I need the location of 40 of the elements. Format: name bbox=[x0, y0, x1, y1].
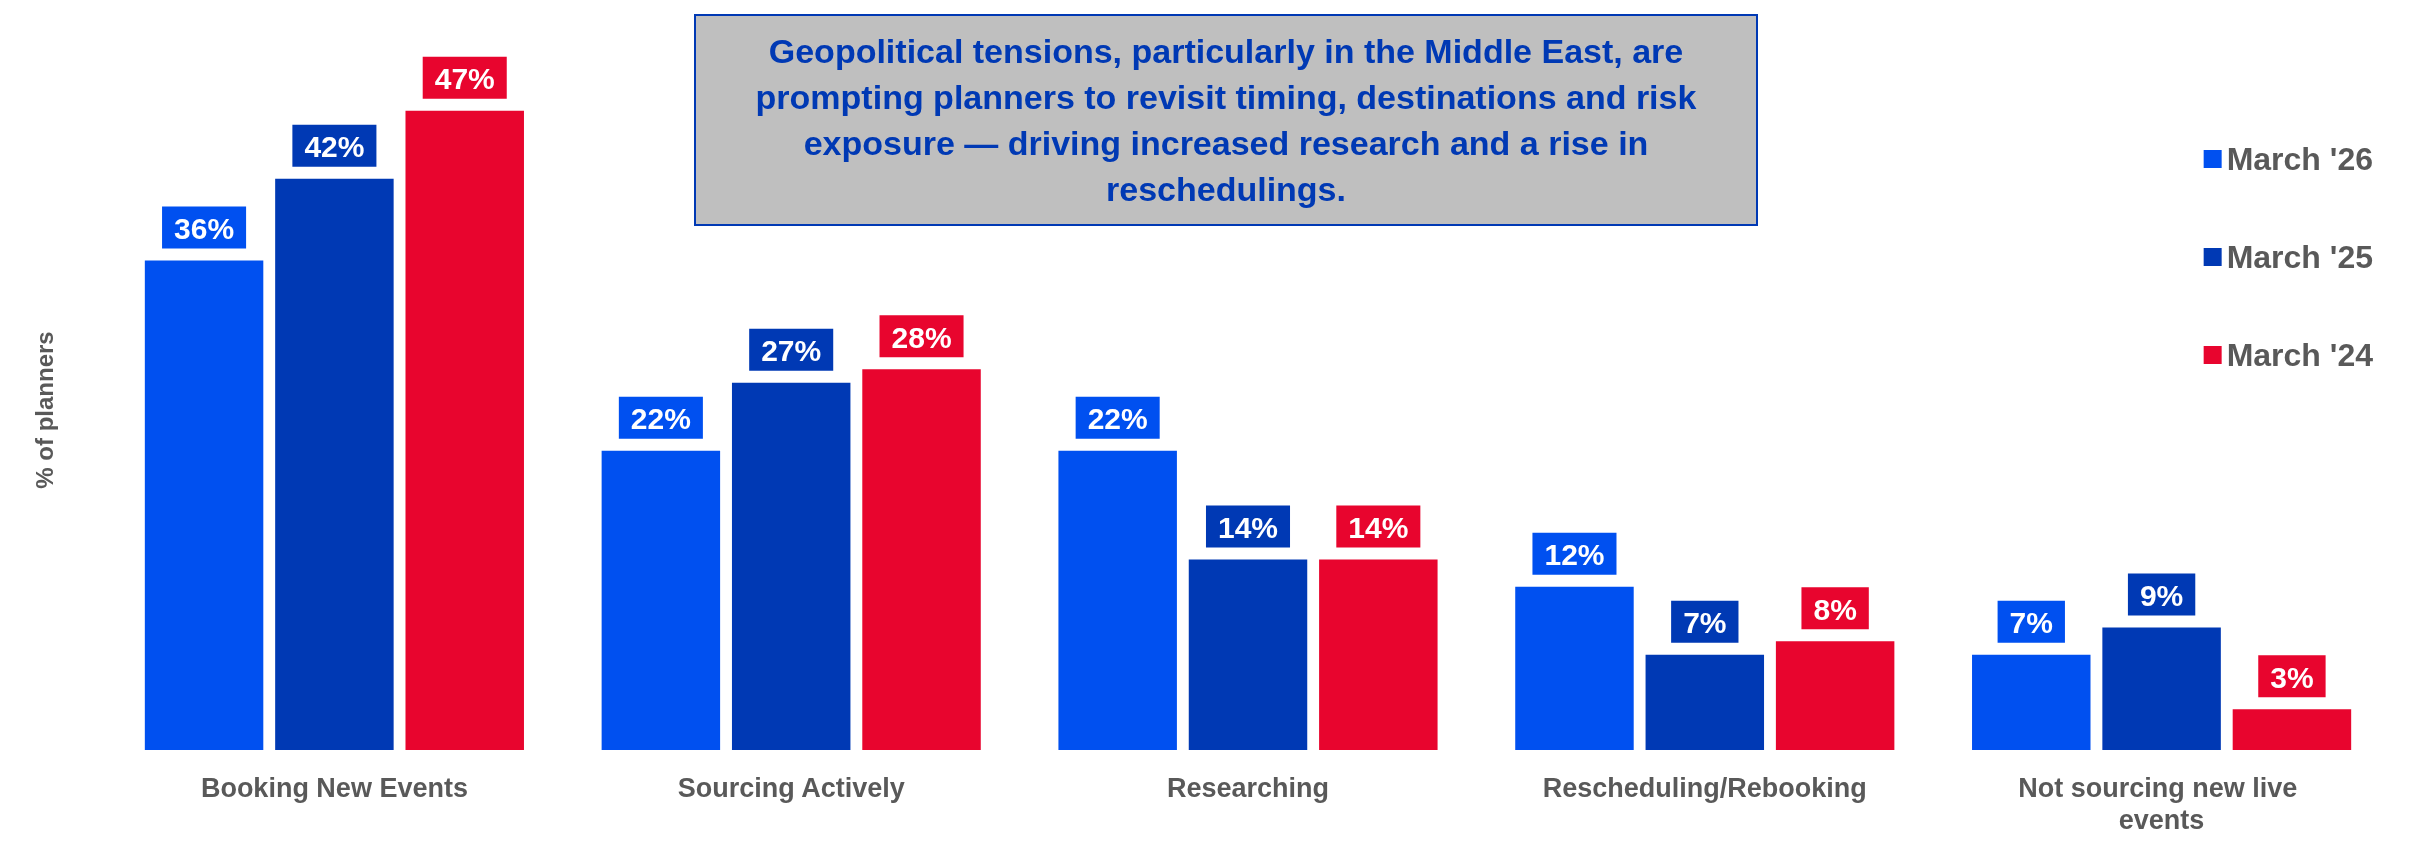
data-label: 47% bbox=[434, 62, 495, 96]
bar bbox=[1058, 450, 1177, 750]
legend-label: March '26 bbox=[2226, 141, 2373, 177]
bar bbox=[1188, 559, 1308, 750]
x-tick-label: Booking New Events bbox=[200, 773, 468, 803]
x-tick-label: Researching bbox=[1166, 773, 1330, 803]
data-label: 8% bbox=[1813, 592, 1857, 626]
data-label: 22% bbox=[1087, 402, 1148, 436]
data-label: 9% bbox=[2139, 579, 2184, 613]
bar bbox=[1319, 559, 1438, 750]
bar bbox=[275, 178, 394, 750]
data-label: 36% bbox=[174, 211, 235, 245]
data-label: 42% bbox=[304, 130, 365, 164]
bar bbox=[1972, 654, 2091, 750]
data-label: 7% bbox=[1683, 606, 1727, 640]
bar bbox=[862, 369, 981, 750]
data-label: 7% bbox=[2009, 606, 2053, 640]
legend-label: March '25 bbox=[2226, 239, 2373, 275]
annotation: Geopolitical tensions, particularly in the Middle East, are prompting planners to revisit timing, destinations and risk exposure — driving increased research and a rise in reschedulings. bbox=[754, 31, 1698, 210]
bar bbox=[2102, 627, 2221, 750]
data-label: 28% bbox=[891, 320, 952, 354]
y-axis-title: % of planners bbox=[30, 331, 58, 489]
bar bbox=[1645, 654, 1765, 750]
x-tick-label: Not sourcing new live events bbox=[2018, 773, 2305, 835]
bar bbox=[1515, 586, 1634, 750]
legend-label: March '24 bbox=[2226, 337, 2374, 373]
x-tick-label: Rescheduling/Rebooking bbox=[1542, 773, 1867, 803]
bar bbox=[731, 382, 851, 750]
bar bbox=[144, 260, 264, 750]
bar bbox=[1775, 641, 1895, 750]
x-tick-label: Sourcing Actively bbox=[677, 773, 905, 803]
data-label: 12% bbox=[1544, 538, 1605, 572]
bar bbox=[601, 450, 721, 750]
data-label: 14% bbox=[1348, 511, 1409, 545]
bar bbox=[405, 110, 524, 750]
bar bbox=[2232, 709, 2352, 750]
data-label: 3% bbox=[2270, 660, 2314, 694]
data-label: 22% bbox=[630, 402, 691, 436]
data-label: 14% bbox=[1217, 511, 1279, 545]
data-label: 27% bbox=[761, 334, 822, 368]
